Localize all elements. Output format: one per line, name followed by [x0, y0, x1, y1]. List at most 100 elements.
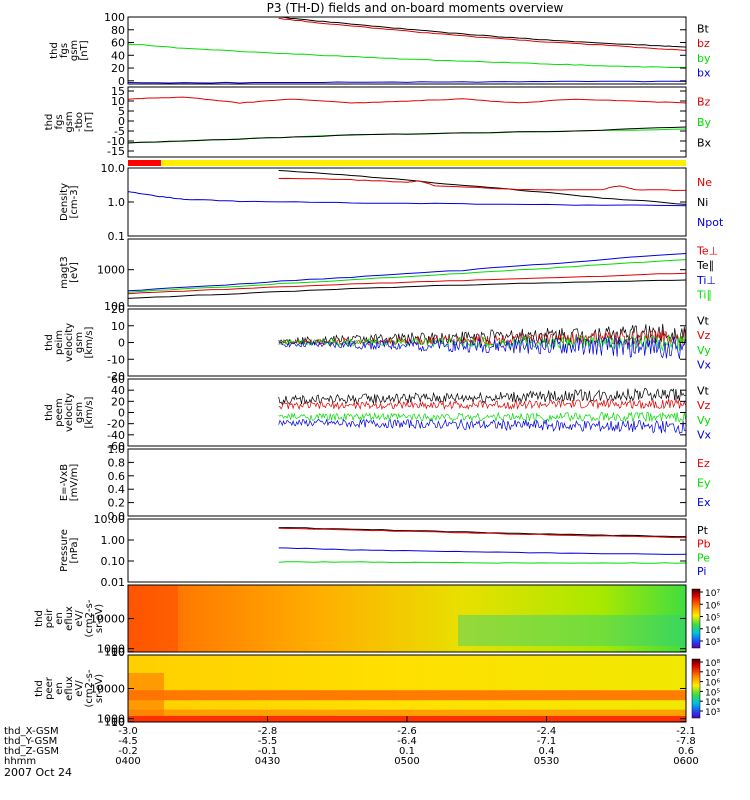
legend-efield-1: Ey	[697, 477, 711, 490]
xaxis-row-label: thd_X-GSM	[4, 726, 59, 737]
xaxis-row-label: thd_Z-GSM	[4, 746, 59, 757]
ytick-label: 1000	[97, 643, 125, 656]
legend-pressure-2: Pe	[697, 551, 710, 564]
ylabel-line: eV/	[74, 680, 85, 697]
mode-bar-red	[128, 160, 161, 166]
ytick-label: -10	[107, 135, 125, 148]
legend-temp-3: Ti∥	[696, 289, 712, 302]
ylabel-line: en	[54, 612, 65, 625]
ytick-label: 100	[104, 716, 125, 729]
colorbar-label: 10⁸	[705, 659, 720, 669]
series-fgs-Bt	[278, 16, 687, 48]
ylabel-line: velocity	[64, 323, 75, 362]
xaxis-value: 0.4	[539, 746, 555, 757]
colorbar-label: 10⁶	[705, 679, 720, 689]
ytick-label: 0	[118, 407, 125, 420]
mode-bar-yellow	[161, 160, 686, 166]
ylabel-line: [km/s]	[84, 396, 95, 428]
series-fgs_dsl-Bx	[127, 126, 687, 144]
ytick-label: 0.01	[101, 576, 126, 589]
date-label: 2007 Oct 24	[4, 766, 72, 779]
ytick-label: -40	[107, 429, 125, 442]
ytick-label: 20	[111, 395, 125, 408]
spectrogram-early-band	[128, 673, 164, 716]
xaxis-value: 0530	[534, 756, 559, 767]
legend-peem-1: Vz	[697, 399, 711, 412]
colorbar-label: 10³	[705, 708, 720, 718]
ytick-label: 10	[111, 646, 125, 659]
legend-temp-1: Te∥	[696, 259, 714, 272]
ylabel-line: thd	[44, 114, 55, 131]
series-temp-Ti⊥	[127, 253, 687, 292]
ylabel-line: thd	[34, 680, 45, 697]
legend-pressure-3: Pi	[697, 565, 706, 578]
ylabel-line: [eV]	[69, 262, 80, 283]
xaxis-value: 0.6	[678, 746, 694, 757]
series-fgs_dsl-Bz	[127, 96, 687, 104]
ylabel-line: magt3	[59, 256, 70, 289]
legend-pressure-1: Pb	[697, 538, 711, 551]
spectrogram-early-band	[128, 585, 178, 652]
legend-peim-1: Vz	[697, 329, 711, 342]
frame-fgs_dsl	[127, 86, 687, 158]
ytick-label: 20	[111, 303, 125, 316]
ylabel-line: peer	[44, 676, 55, 700]
series-peem-Vx	[278, 418, 686, 434]
xaxis-row-label: thd_Y-GSM	[4, 736, 57, 747]
xaxis-value: 0500	[394, 756, 419, 767]
ylabel-line: fgs	[54, 114, 65, 129]
ytick-label: 10.00	[94, 513, 126, 526]
series-pressure-Pt	[278, 527, 686, 538]
panel-density: 10.0 1.0 0.1 Density [cm-3] Ne Ni Npot	[59, 162, 724, 243]
ytick-label: 10000	[90, 613, 125, 626]
ylabel-line: [nT]	[79, 40, 90, 60]
series-fgs-bx	[127, 80, 687, 84]
ytick-label: 40	[111, 49, 125, 62]
xaxis-value: -2.6	[397, 726, 417, 737]
colorbar-peir	[691, 588, 701, 649]
legend-peim-2: Vy	[697, 344, 711, 357]
frame-pressure	[127, 518, 687, 583]
legend-fgs_dsl-1: By	[697, 116, 712, 129]
legend-fgs_dsl-2: Bx	[697, 137, 712, 150]
ytick-label: 15	[111, 85, 125, 98]
ytick-label: 0.6	[108, 470, 126, 483]
ylabel-line: (cm2-s-	[84, 669, 95, 707]
ylabel-line: [mV/m]	[69, 464, 80, 502]
colorbar-label: 10⁶	[705, 601, 720, 611]
ylabel-line: [km/s]	[84, 326, 95, 358]
ylabel-line: thd	[49, 42, 60, 59]
xaxis-value: -0.1	[258, 746, 278, 757]
spectrogram-low-energy-band	[458, 615, 686, 646]
xaxis-value: -7.1	[537, 736, 557, 747]
legend-pressure-0: Pt	[697, 524, 709, 537]
legend-peim-3: Vx	[697, 359, 712, 372]
ytick-label: -10	[107, 353, 125, 366]
ylabel-line: fgs	[59, 43, 70, 58]
xaxis-row-label: hhmm	[4, 756, 36, 767]
series-fgs-by	[127, 43, 687, 68]
colorbar-label: 10⁵	[705, 614, 720, 624]
series-pressure-Pe	[278, 561, 687, 564]
ytick-label: 0.2	[108, 497, 126, 510]
ylabel-line: thd	[44, 334, 55, 351]
ylabel-line: thd	[34, 610, 45, 627]
ytick-label: 5	[118, 105, 125, 118]
ytick-label: 80	[111, 24, 125, 37]
series-fgs-bz	[278, 17, 686, 51]
ylabel-line: [cm-3]	[69, 185, 80, 218]
series-pressure-Pb	[278, 527, 686, 539]
ylabel-line: peir	[44, 608, 55, 628]
series-peim-Vx	[278, 336, 686, 359]
ylabel-line: gsm	[74, 332, 85, 353]
xaxis-value: -7.8	[676, 736, 696, 747]
ytick-label: 0.10	[101, 555, 126, 568]
series-fgs_dsl-By	[127, 128, 687, 144]
ytick-label: -20	[107, 370, 125, 383]
ylabel-line: eflux	[64, 606, 75, 631]
ytick-label: 1000	[97, 264, 125, 277]
